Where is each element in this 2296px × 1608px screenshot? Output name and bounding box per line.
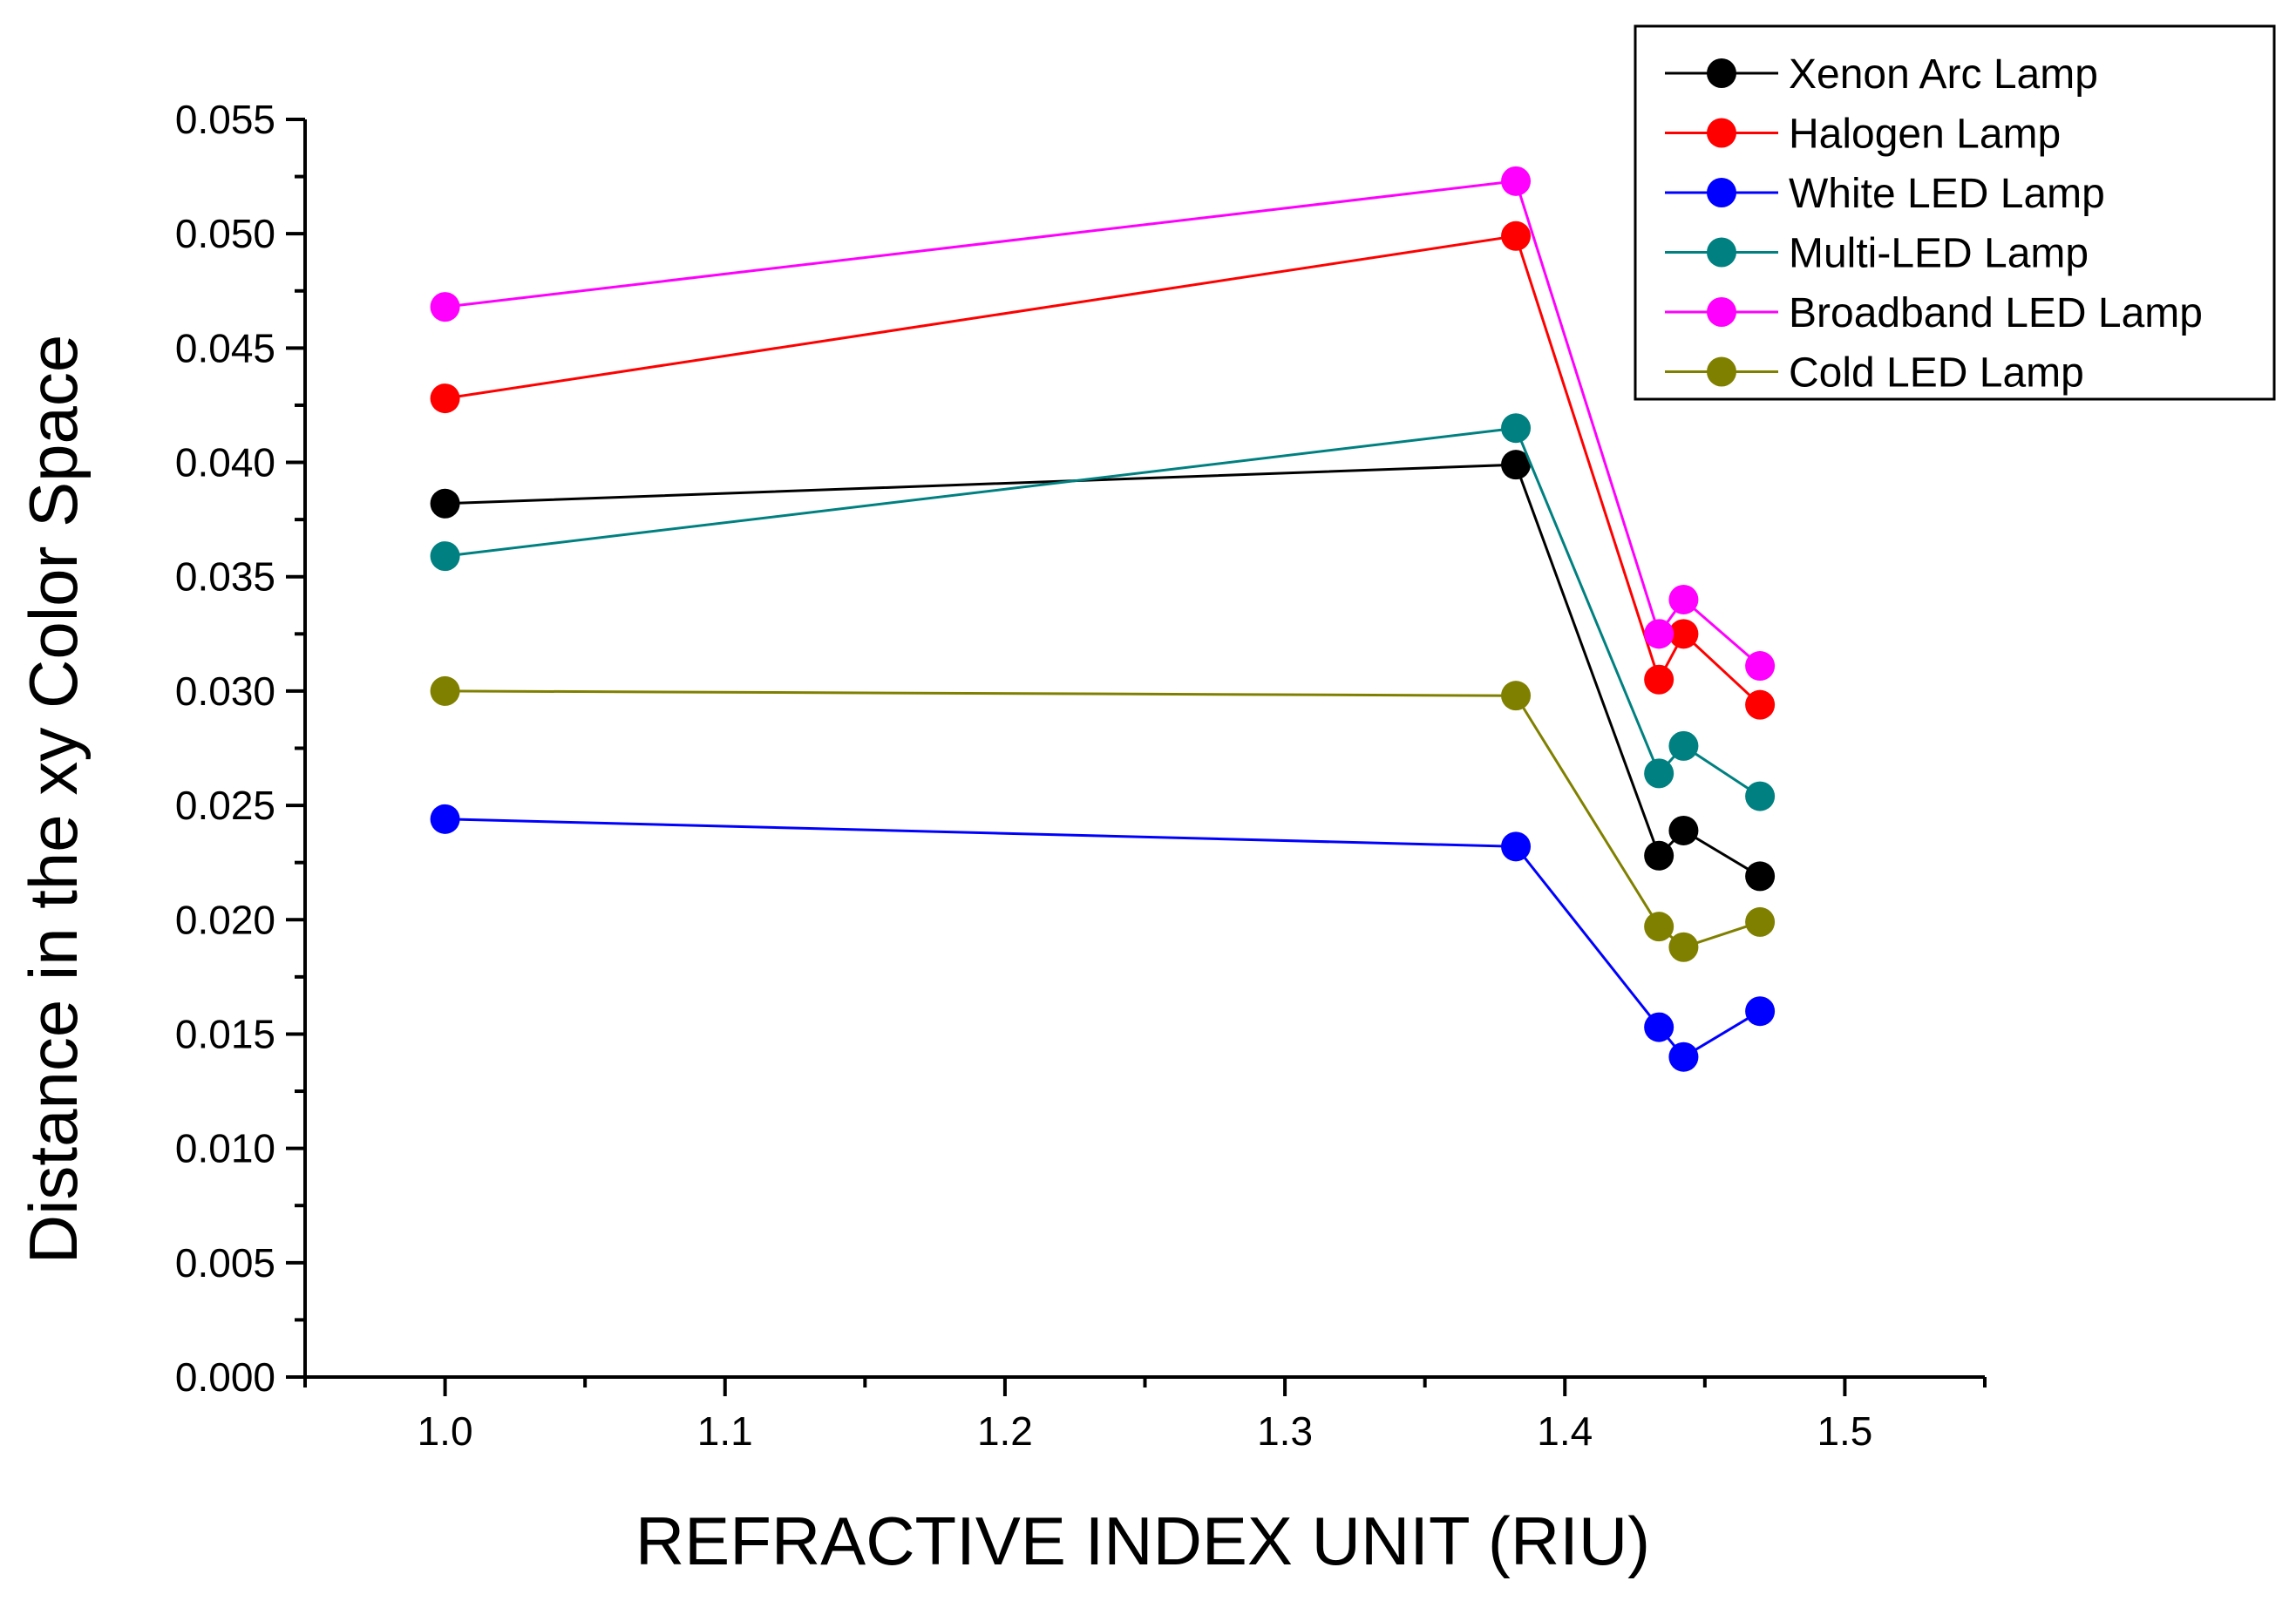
legend-item: Multi-LED Lamp [1665,231,2089,277]
y-tick-label: 0.035 [175,554,275,600]
y-tick-label: 0.015 [175,1011,275,1056]
legend-marker [1707,297,1736,327]
data-point [1668,932,1699,962]
data-point [1644,840,1674,871]
legend-item: Xenon Arc Lamp [1665,51,2098,98]
data-point [1668,584,1699,614]
y-tick-label: 0.010 [175,1126,275,1171]
legend-marker [1707,178,1736,207]
data-point [1644,619,1674,649]
data-point [1745,651,1776,682]
legend-label: Halogen Lamp [1789,112,2061,158]
legend-marker [1707,237,1736,268]
legend: Xenon Arc Lamp Halogen Lamp White LED Lamp… [1634,24,2276,401]
y-tick-label: 0.025 [175,783,275,828]
series-lines [430,166,1776,1072]
data-point [1668,619,1699,649]
data-point [430,804,460,834]
y-tick-label: 0.030 [175,668,275,714]
legend-marker [1707,118,1736,148]
data-point [1501,221,1532,251]
data-point [1501,413,1532,444]
y-tick-label: 0.000 [175,1354,275,1400]
data-point [430,383,460,414]
data-point [1745,996,1776,1027]
y-tick-label: 0.050 [175,211,275,256]
y-tick-label: 0.020 [175,897,275,942]
series-line [445,234,1762,706]
series-line [445,818,1761,1059]
legend-box [1634,24,2276,401]
data-point [1501,166,1532,196]
legend-label: Cold LED Lamp [1789,350,2084,397]
y-tick-label: 0.005 [175,1240,275,1286]
data-point [1644,912,1674,942]
data-point [1668,1041,1699,1072]
legend-label: Xenon Arc Lamp [1789,51,2098,98]
series-halogen-lamp [430,221,1776,720]
data-point [1745,906,1776,937]
data-point [430,541,460,572]
legend-item: Cold LED Lamp [1665,350,2084,397]
legend-marker [1707,356,1736,387]
series-xenon-arc-lamp [430,450,1776,892]
x-tick-label: 1.5 [1817,1408,1872,1454]
x-tick-label: 1.2 [977,1408,1033,1454]
data-point [1644,664,1674,695]
axes: 0.000 0.005 0.010 0.015 0.020 0.025 0.030 0.035… [175,97,1987,1454]
x-tick-label: 1.3 [1257,1408,1313,1454]
data-point [430,488,460,519]
legend-item: Halogen Lamp [1665,112,2061,158]
data-point [1501,831,1532,862]
data-point [1745,689,1776,720]
series-cold-led-lamp [430,675,1776,962]
x-tick-label: 1.4 [1537,1408,1593,1454]
legend-label: White LED Lamp [1789,171,2105,217]
y-axis-title: Distance in the xy Color Space [15,335,92,1265]
legend-marker [1707,58,1736,88]
x-tick-label: 1.0 [418,1408,473,1454]
data-point [1668,730,1699,761]
series-line [445,689,1761,949]
series-white-led-lamp [430,804,1776,1072]
data-point [430,675,460,706]
data-point [1644,1012,1674,1042]
legend-label: Broadband LED Lamp [1789,290,2203,336]
data-point [430,292,460,322]
series-line [445,463,1761,878]
data-point [1644,758,1674,789]
legend-item: White LED Lamp [1665,171,2105,217]
legend-items: Xenon Arc Lamp Halogen Lamp White LED Lamp… [1665,51,2203,397]
data-point [1501,450,1532,480]
series-broadband-led-lamp [430,166,1776,682]
data-point [1745,861,1776,892]
legend-item: Broadband LED Lamp [1665,290,2203,336]
y-tick-label: 0.055 [175,97,275,142]
series-multi-led-lamp [430,413,1776,811]
data-point [1501,681,1532,711]
x-axis-title: REFRACTIVE INDEX UNIT (RIU) [635,1503,1650,1579]
data-point [1668,815,1699,845]
plot-area: 0.000 0.005 0.010 0.015 0.020 0.025 0.030 0.035… [175,97,1987,1454]
legend-label: Multi-LED Lamp [1789,231,2089,277]
data-point [1745,781,1776,811]
series-line [445,426,1761,797]
x-tick-label: 1.1 [697,1408,753,1454]
y-tick-label: 0.040 [175,440,275,485]
y-tick-label: 0.045 [175,325,275,370]
